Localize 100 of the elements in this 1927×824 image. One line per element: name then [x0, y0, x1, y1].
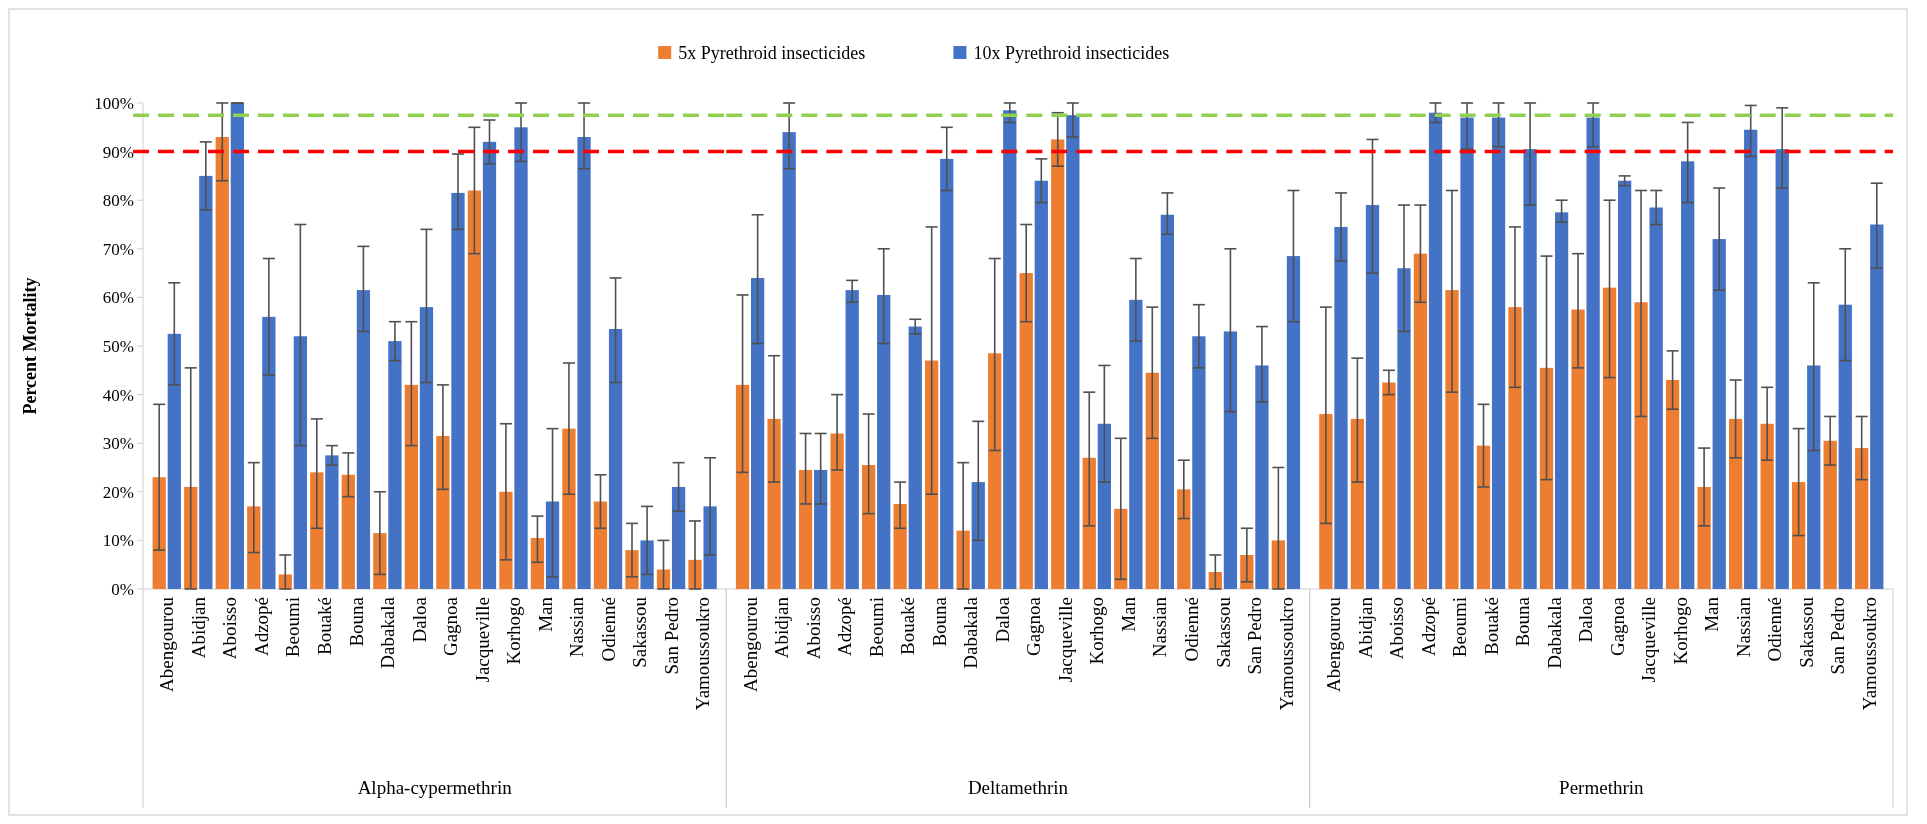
bar	[1034, 180, 1048, 589]
x-tick-label: Odienné	[597, 597, 619, 662]
y-tick-label: 30%	[102, 434, 134, 454]
x-tick-label: Beoumi	[1449, 597, 1471, 658]
x-tick-label: Bouna	[1512, 596, 1534, 647]
bar	[1397, 268, 1411, 589]
bar	[861, 465, 876, 589]
bar	[1129, 299, 1143, 589]
bar	[925, 360, 939, 589]
bar	[814, 469, 828, 589]
bar	[199, 175, 213, 589]
bar	[1334, 226, 1348, 589]
bar	[467, 190, 482, 589]
x-tick-label: Korhogo	[1086, 597, 1108, 665]
bar	[593, 501, 608, 589]
bar	[215, 137, 229, 589]
bar	[1744, 129, 1758, 589]
bar	[767, 418, 781, 589]
x-tick-label: Dabakala	[1543, 596, 1565, 669]
bar	[1792, 482, 1806, 589]
bar	[1192, 336, 1206, 589]
x-tick-label: Yamoussoukro	[1275, 597, 1297, 711]
bar	[1838, 304, 1852, 589]
bar	[1160, 214, 1175, 589]
x-tick-label: Bouaké	[897, 597, 919, 656]
bar	[1554, 212, 1569, 589]
x-tick-label: Daloa	[1575, 596, 1597, 643]
bar	[1286, 256, 1301, 589]
bar	[1618, 180, 1632, 589]
bar	[893, 503, 907, 589]
x-tick-label: Aboisso	[1386, 597, 1408, 660]
bar	[419, 307, 434, 589]
bar	[1445, 290, 1459, 589]
bar	[782, 132, 796, 589]
x-tick-label: Yamoussoukro	[692, 597, 714, 711]
bar	[1382, 382, 1396, 589]
bar	[577, 137, 591, 589]
legend-label: 5x Pyrethroid insecticides	[678, 43, 866, 64]
y-tick-label: 80%	[102, 191, 134, 211]
x-tick-label: Adzopé	[1417, 597, 1439, 657]
x-tick-label: Jacqueville	[1054, 597, 1076, 683]
bar	[341, 474, 355, 589]
legend-label: 10x Pyrethroid insecticides	[973, 43, 1170, 64]
x-tick-label: Dabakala	[960, 596, 982, 669]
x-tick-label: Beoumi	[282, 597, 304, 658]
x-tick-label: Bouaké	[1480, 597, 1502, 656]
x-tick-label: Abidjan	[771, 596, 793, 659]
bar	[1870, 224, 1884, 589]
x-tick-label: Man	[534, 596, 556, 632]
bar	[1019, 273, 1033, 589]
x-tick-label: San Pedro	[1827, 597, 1849, 675]
x-tick-label: Gagnoa	[1606, 596, 1628, 657]
bar	[436, 435, 450, 589]
bar	[1681, 161, 1695, 589]
bar	[1066, 115, 1080, 589]
bar	[562, 428, 576, 589]
bar	[1586, 117, 1600, 589]
bar	[1476, 445, 1491, 589]
x-axis-title: Deltamethrin	[967, 777, 1069, 798]
bar	[1255, 365, 1269, 589]
bar	[1003, 110, 1017, 589]
bar	[499, 491, 513, 589]
y-tick-label: 10%	[102, 531, 134, 551]
y-tick-label: 60%	[102, 288, 134, 308]
bar	[1145, 372, 1159, 589]
x-tick-label: Adzopé	[834, 597, 856, 657]
x-tick-label: Bouaké	[314, 597, 335, 656]
bar	[1460, 117, 1474, 589]
bar	[1760, 423, 1774, 589]
bar	[1775, 149, 1789, 589]
x-tick-label: Aboisso	[219, 597, 241, 660]
bar	[1539, 367, 1554, 589]
bar	[451, 192, 465, 589]
x-tick-label: Sakassou	[629, 596, 651, 668]
x-tick-label: San Pedro	[1244, 597, 1266, 675]
bar	[388, 341, 402, 589]
y-tick-label: 20%	[102, 482, 134, 502]
bar	[482, 141, 497, 589]
x-tick-label: Korhogo	[503, 597, 525, 665]
bar	[1712, 239, 1726, 589]
x-tick-label: Abengourou	[739, 596, 761, 692]
x-tick-label: Abidjan	[187, 596, 209, 659]
bar	[1428, 112, 1443, 589]
y-axis-title: Percent Mortality	[20, 277, 40, 415]
bar	[988, 353, 1002, 589]
y-tick-label: 90%	[102, 142, 134, 162]
bar	[262, 316, 276, 589]
bar	[167, 333, 181, 589]
bar	[751, 277, 765, 589]
x-tick-label: Bouna	[928, 596, 950, 647]
y-tick-label: 40%	[102, 385, 134, 405]
bar	[1051, 139, 1065, 589]
bar	[1097, 423, 1111, 589]
bar	[1728, 418, 1743, 589]
bar	[1491, 117, 1506, 589]
x-tick-label: Jacqueville	[471, 597, 493, 683]
x-tick-label: Abidjan	[1354, 596, 1376, 659]
bar	[514, 127, 528, 589]
bar	[1319, 414, 1333, 589]
bar	[230, 103, 244, 589]
